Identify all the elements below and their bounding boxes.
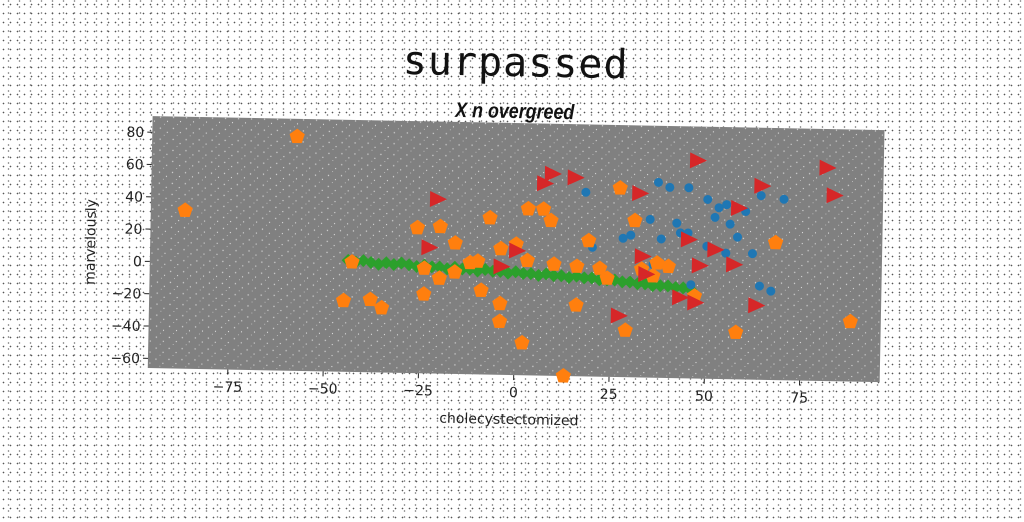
y-tick-label: −40 xyxy=(111,318,141,335)
y-tick-label: 20 xyxy=(124,222,142,238)
y-tick-label: 80 xyxy=(126,125,144,141)
y-tick-label: 40 xyxy=(125,189,143,205)
y-tick-label: 0 xyxy=(133,254,142,270)
x-tick-label: −25 xyxy=(403,383,433,400)
x-tick-label: 0 xyxy=(509,385,518,401)
y-axis: −60 −40 −20 0 20 40 60 80 xyxy=(110,125,152,368)
y-tick-label: −20 xyxy=(111,286,141,303)
y-tick-label: 60 xyxy=(126,157,144,173)
y-axis-title: marvelously xyxy=(82,199,100,285)
x-tick-label: 50 xyxy=(695,389,713,405)
x-tick-label: −75 xyxy=(213,379,243,396)
y-tick-label: −60 xyxy=(110,351,140,368)
x-tick-label: 25 xyxy=(600,387,618,403)
x-axis-title: cholecystectomized xyxy=(439,411,578,430)
x-tick-label: 75 xyxy=(790,390,808,406)
x-tick-label: −50 xyxy=(308,381,338,398)
